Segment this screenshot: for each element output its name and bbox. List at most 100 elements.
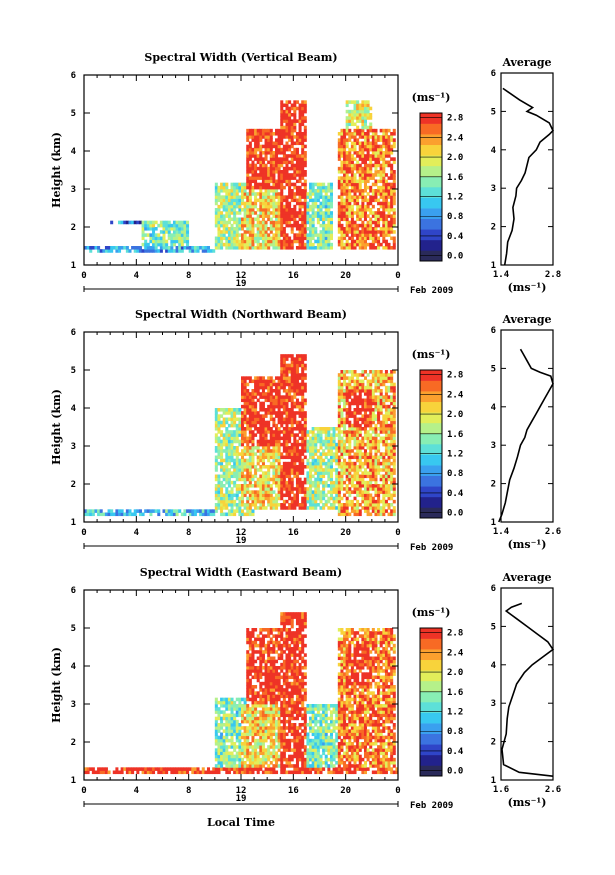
heatmap-cell <box>256 455 260 460</box>
heatmap-cell <box>267 468 271 472</box>
heatmap-cell <box>319 182 323 187</box>
heatmap-cell <box>301 449 305 453</box>
heatmap-cell <box>248 490 252 494</box>
heatmap-cell <box>337 430 341 434</box>
heatmap-cell <box>366 113 370 117</box>
heatmap-cell <box>246 465 250 469</box>
heatmap-cell <box>275 227 279 231</box>
heatmap-cell <box>149 220 153 225</box>
heatmap-cell <box>382 170 386 174</box>
heatmap-cell <box>303 185 307 190</box>
heatmap-cell <box>340 461 344 466</box>
heatmap-cell <box>214 408 218 412</box>
heatmap-cell <box>285 461 289 466</box>
heatmap-cell <box>280 211 284 215</box>
heatmap-cell <box>277 465 281 469</box>
heatmap-cell <box>264 385 268 390</box>
heatmap-cell <box>280 223 284 228</box>
heatmap-cell <box>382 166 386 171</box>
heatmap-cell <box>356 379 360 384</box>
heatmap-cell <box>269 496 273 501</box>
heatmap-cell <box>340 512 344 517</box>
heatmap-cell <box>369 125 373 130</box>
heatmap-cell <box>214 246 218 250</box>
heatmap-cell <box>371 471 375 475</box>
heatmap-cell <box>319 506 323 510</box>
heatmap-cell <box>382 417 386 422</box>
heatmap-cell <box>382 461 386 466</box>
heatmap-cell <box>348 487 352 491</box>
x-tick-label: 8 <box>186 528 191 538</box>
heatmap-cell <box>222 208 226 212</box>
heatmap-cell <box>366 138 370 142</box>
heatmap-cell <box>275 439 279 444</box>
heatmap-cell <box>363 436 367 441</box>
heatmap-cell <box>277 204 281 209</box>
heatmap-cell <box>272 395 276 399</box>
heatmap-cell <box>152 227 156 231</box>
heatmap-cell <box>91 509 95 513</box>
heatmap-cell <box>248 227 252 231</box>
heatmap-cell <box>379 192 383 196</box>
heatmap-cell <box>243 223 247 228</box>
heatmap-cell <box>233 423 237 428</box>
heatmap-cell <box>248 496 252 501</box>
heatmap-cell <box>256 499 260 504</box>
heatmap-cell <box>293 163 297 168</box>
heatmap-cell <box>348 503 352 507</box>
heatmap-cell <box>374 189 378 193</box>
heatmap-cell <box>306 227 310 231</box>
heatmap-cell <box>353 423 357 428</box>
heatmap-cell <box>162 230 166 234</box>
heatmap-cell <box>337 220 341 225</box>
heatmap-cell <box>293 220 297 225</box>
heatmap-cell <box>154 236 158 241</box>
heatmap-cell <box>238 509 242 513</box>
heatmap-cell <box>293 452 297 456</box>
heatmap-cell <box>316 468 320 472</box>
heatmap-cell <box>345 408 349 412</box>
heatmap-cell <box>222 477 226 482</box>
heatmap-cell <box>261 446 265 450</box>
heatmap-cell <box>222 420 226 425</box>
heatmap-cell <box>285 455 289 460</box>
heatmap-cell <box>319 427 323 431</box>
heatmap-cell <box>233 433 237 437</box>
heatmap-cell <box>369 477 373 482</box>
heatmap-cell <box>225 204 229 209</box>
heatmap-cell <box>230 480 234 485</box>
heatmap-cell <box>293 503 297 507</box>
heatmap-cell <box>363 163 367 168</box>
heatmap-cell <box>269 151 273 155</box>
heatmap-cell <box>264 496 268 501</box>
heatmap-cell <box>387 211 391 215</box>
heatmap-cell <box>220 468 224 472</box>
heatmap-cell <box>384 458 388 463</box>
heatmap-cell <box>282 195 286 199</box>
heatmap-cell <box>180 227 184 231</box>
heatmap-cell <box>288 220 292 225</box>
heatmap-cell <box>329 506 333 510</box>
heatmap-cell <box>259 176 263 180</box>
heatmap-cell <box>358 246 362 250</box>
heatmap-cell <box>327 242 331 247</box>
heatmap-cell <box>348 480 352 485</box>
heatmap-cell <box>267 446 271 450</box>
heatmap-cell <box>254 135 258 139</box>
heatmap-cell <box>225 449 229 453</box>
heatmap-cell <box>366 414 370 418</box>
heatmap-cell <box>214 201 218 206</box>
heatmap-cell <box>361 214 365 218</box>
heatmap-cell <box>243 420 247 425</box>
heatmap-cell <box>390 461 394 466</box>
heatmap-cell <box>366 382 370 387</box>
colorbar-swatch <box>420 113 442 124</box>
heatmap-cell <box>340 236 344 241</box>
heatmap-cell <box>337 404 341 409</box>
heatmap-cell <box>345 220 349 225</box>
heatmap-cell <box>295 376 299 380</box>
heatmap-cell <box>251 246 255 250</box>
heatmap-cell <box>377 379 381 384</box>
heatmap-cell <box>248 461 252 466</box>
heatmap-cell <box>288 398 292 403</box>
